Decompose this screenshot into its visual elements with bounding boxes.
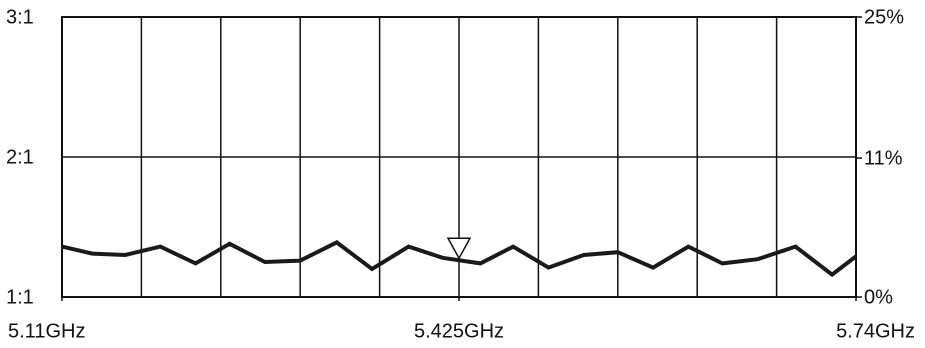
y-tick-label: 2:1 [6,146,34,168]
data-line [61,240,858,278]
x-tick-label: 5.425GHz [414,320,504,342]
y2-tick-label: 11% [864,147,903,169]
y2-tick-label: 0% [864,286,893,308]
frequency-marker [446,237,472,260]
x-tick-label: 5.74GHz [836,320,915,342]
y-tick-label: 1:1 [6,286,34,308]
y2-tick-label: 25% [864,6,904,28]
x-tick-label: 5.11GHz [8,320,85,342]
y-tick-label: 3:1 [6,6,34,28]
